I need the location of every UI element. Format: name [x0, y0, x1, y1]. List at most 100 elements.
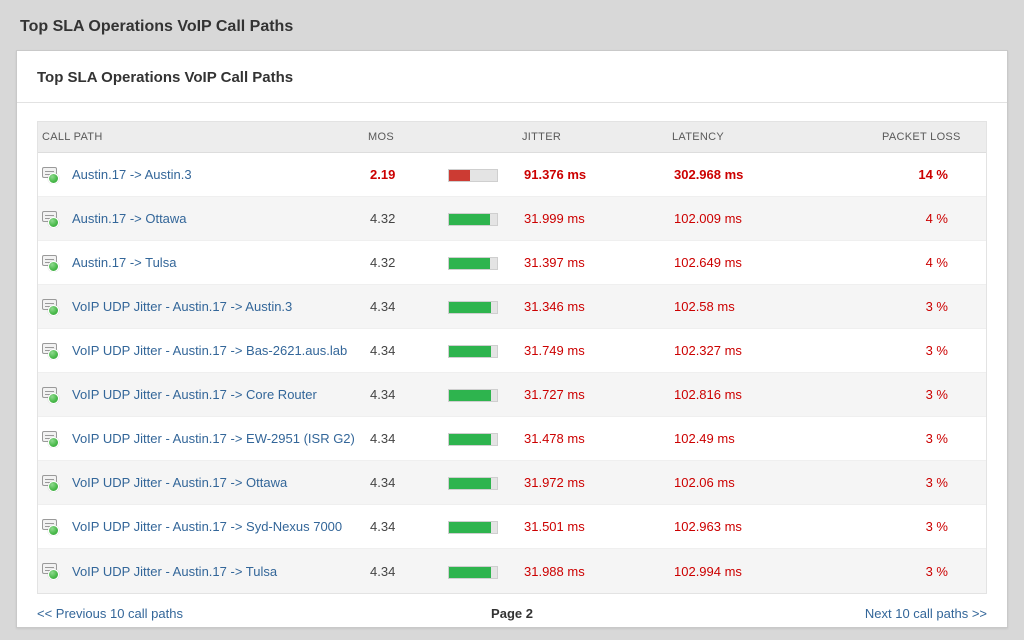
call-path-link[interactable]: VoIP UDP Jitter - Austin.17 -> Bas-2621.… — [72, 343, 348, 358]
packet-loss-value: 14 % — [918, 167, 948, 182]
call-path-link[interactable]: Austin.17 -> Ottawa — [72, 211, 187, 226]
packet-loss-value: 3 % — [925, 475, 948, 490]
packet-loss-value: 3 % — [925, 563, 948, 579]
mos-value: 4.34 — [370, 475, 396, 490]
mos-value: 4.34 — [370, 431, 396, 446]
jitter-value: 31.999 ms — [524, 211, 585, 226]
card-title: Top SLA Operations VoIP Call Paths — [17, 51, 1007, 103]
packet-loss-value: 4 % — [925, 211, 948, 226]
column-header-latency: LATENCY — [672, 131, 725, 143]
sla-operation-icon — [42, 386, 64, 404]
table-row: VoIP UDP Jitter - Austin.17 -> Syd-Nexus… — [38, 505, 986, 549]
latency-value: 102.58 ms — [674, 299, 735, 314]
mos-bar — [448, 521, 498, 535]
jitter-value: 31.478 ms — [524, 431, 585, 446]
packet-loss-value: 3 % — [925, 387, 948, 402]
call-path-link[interactable]: VoIP UDP Jitter - Austin.17 -> Syd-Nexus… — [72, 519, 343, 534]
call-path-link[interactable]: Austin.17 -> Austin.3 — [72, 167, 192, 182]
call-path-link[interactable]: VoIP UDP Jitter - Austin.17 -> Core Rout… — [72, 387, 317, 402]
latency-value: 102.963 ms — [674, 519, 742, 534]
sla-operation-icon — [42, 166, 64, 184]
latency-value: 302.968 ms — [674, 167, 744, 182]
jitter-value: 31.346 ms — [524, 299, 585, 314]
mos-bar-fill — [449, 434, 491, 446]
column-header-jitter: JITTER — [522, 131, 562, 143]
table-row: VoIP UDP Jitter - Austin.17 -> Tulsa 4.3… — [38, 549, 986, 593]
sla-operation-icon — [42, 518, 64, 536]
table-header-row: CALL PATH MOS JITTER LATENCY PACKET LOSS — [38, 122, 986, 153]
mos-value: 2.19 — [370, 167, 396, 182]
latency-value: 102.994 ms — [674, 563, 742, 579]
sla-operation-icon — [42, 562, 64, 580]
next-page-link[interactable]: Next 10 call paths >> — [864, 606, 988, 621]
packet-loss-value: 3 % — [925, 343, 948, 358]
table-body: Austin.17 -> Austin.3 2.19 91.376 ms 302… — [38, 153, 986, 593]
page-header: Top SLA Operations VoIP Call Paths — [0, 0, 1024, 50]
status-up-icon — [48, 348, 59, 360]
mos-bar — [448, 257, 498, 271]
column-header-packet-loss: PACKET LOSS — [882, 131, 961, 143]
call-path-link[interactable]: Austin.17 -> Tulsa — [72, 255, 177, 270]
mos-bar — [448, 169, 498, 183]
mos-bar — [448, 565, 498, 579]
table-row: Austin.17 -> Austin.3 2.19 91.376 ms 302… — [38, 153, 986, 197]
call-paths-table: CALL PATH MOS JITTER LATENCY PACKET LOSS… — [37, 121, 987, 594]
jitter-value: 31.727 ms — [524, 387, 585, 402]
status-up-icon — [48, 569, 59, 580]
mos-bar — [448, 477, 498, 491]
jitter-value: 31.501 ms — [524, 519, 585, 534]
latency-value: 102.327 ms — [674, 343, 742, 358]
status-up-icon — [48, 172, 59, 184]
mos-bar-fill — [449, 522, 491, 534]
table-row: VoIP UDP Jitter - Austin.17 -> Bas-2621.… — [38, 329, 986, 373]
mos-value: 4.34 — [370, 563, 396, 579]
jitter-value: 31.749 ms — [524, 343, 585, 358]
mos-bar-fill — [449, 478, 491, 490]
latency-value: 102.49 ms — [674, 431, 735, 446]
packet-loss-value: 4 % — [925, 255, 948, 270]
mos-bar-fill — [449, 258, 491, 270]
table-row: VoIP UDP Jitter - Austin.17 -> Core Rout… — [38, 373, 986, 417]
table-row: VoIP UDP Jitter - Austin.17 -> Ottawa 4.… — [38, 461, 986, 505]
pagination: << Previous 10 call paths Page 2 Next 10… — [37, 606, 987, 621]
table-row: VoIP UDP Jitter - Austin.17 -> Austin.3 … — [38, 285, 986, 329]
call-path-link[interactable]: VoIP UDP Jitter - Austin.17 -> Tulsa — [72, 563, 278, 579]
page-title: Top SLA Operations VoIP Call Paths — [20, 18, 294, 35]
mos-value: 4.34 — [370, 299, 396, 314]
mos-bar — [448, 301, 498, 315]
mos-bar-fill — [449, 346, 491, 358]
previous-page-link[interactable]: << Previous 10 call paths — [37, 606, 183, 621]
status-up-icon — [48, 436, 59, 448]
jitter-value: 31.397 ms — [524, 255, 585, 270]
latency-value: 102.816 ms — [674, 387, 742, 402]
call-path-link[interactable]: VoIP UDP Jitter - Austin.17 -> Ottawa — [72, 475, 288, 490]
call-path-link[interactable]: VoIP UDP Jitter - Austin.17 -> Austin.3 — [72, 299, 293, 314]
sla-operation-icon — [42, 474, 64, 492]
sla-operation-icon — [42, 254, 64, 272]
mos-bar — [448, 213, 498, 227]
table-row: VoIP UDP Jitter - Austin.17 -> EW-2951 (… — [38, 417, 986, 461]
mos-bar — [448, 389, 498, 403]
jitter-value: 31.972 ms — [524, 475, 585, 490]
latency-value: 102.009 ms — [674, 211, 742, 226]
column-header-mos: MOS — [368, 131, 394, 143]
mos-bar-fill — [449, 390, 491, 402]
status-up-icon — [48, 216, 59, 228]
status-up-icon — [48, 392, 59, 404]
mos-value: 4.34 — [370, 519, 396, 534]
column-header-call-path: CALL PATH — [42, 131, 103, 143]
mos-value: 4.34 — [370, 387, 396, 402]
latency-value: 102.649 ms — [674, 255, 742, 270]
packet-loss-value: 3 % — [925, 519, 948, 534]
status-up-icon — [48, 304, 59, 316]
call-path-link[interactable]: VoIP UDP Jitter - Austin.17 -> EW-2951 (… — [72, 431, 355, 446]
mos-bar — [448, 345, 498, 359]
mos-bar — [448, 433, 498, 447]
sla-operation-icon — [42, 298, 64, 316]
mos-bar-fill — [449, 566, 491, 578]
status-up-icon — [48, 480, 59, 492]
status-up-icon — [48, 260, 59, 272]
resource-card: Top SLA Operations VoIP Call Paths CALL … — [16, 50, 1008, 628]
packet-loss-value: 3 % — [925, 431, 948, 446]
mos-value: 4.32 — [370, 211, 396, 226]
